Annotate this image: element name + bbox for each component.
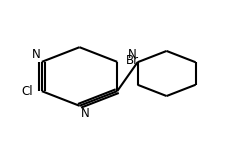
Text: N: N bbox=[32, 48, 40, 61]
Text: N: N bbox=[80, 106, 89, 119]
Text: Br: Br bbox=[126, 54, 139, 67]
Text: N: N bbox=[127, 48, 136, 61]
Text: Cl: Cl bbox=[21, 85, 33, 98]
